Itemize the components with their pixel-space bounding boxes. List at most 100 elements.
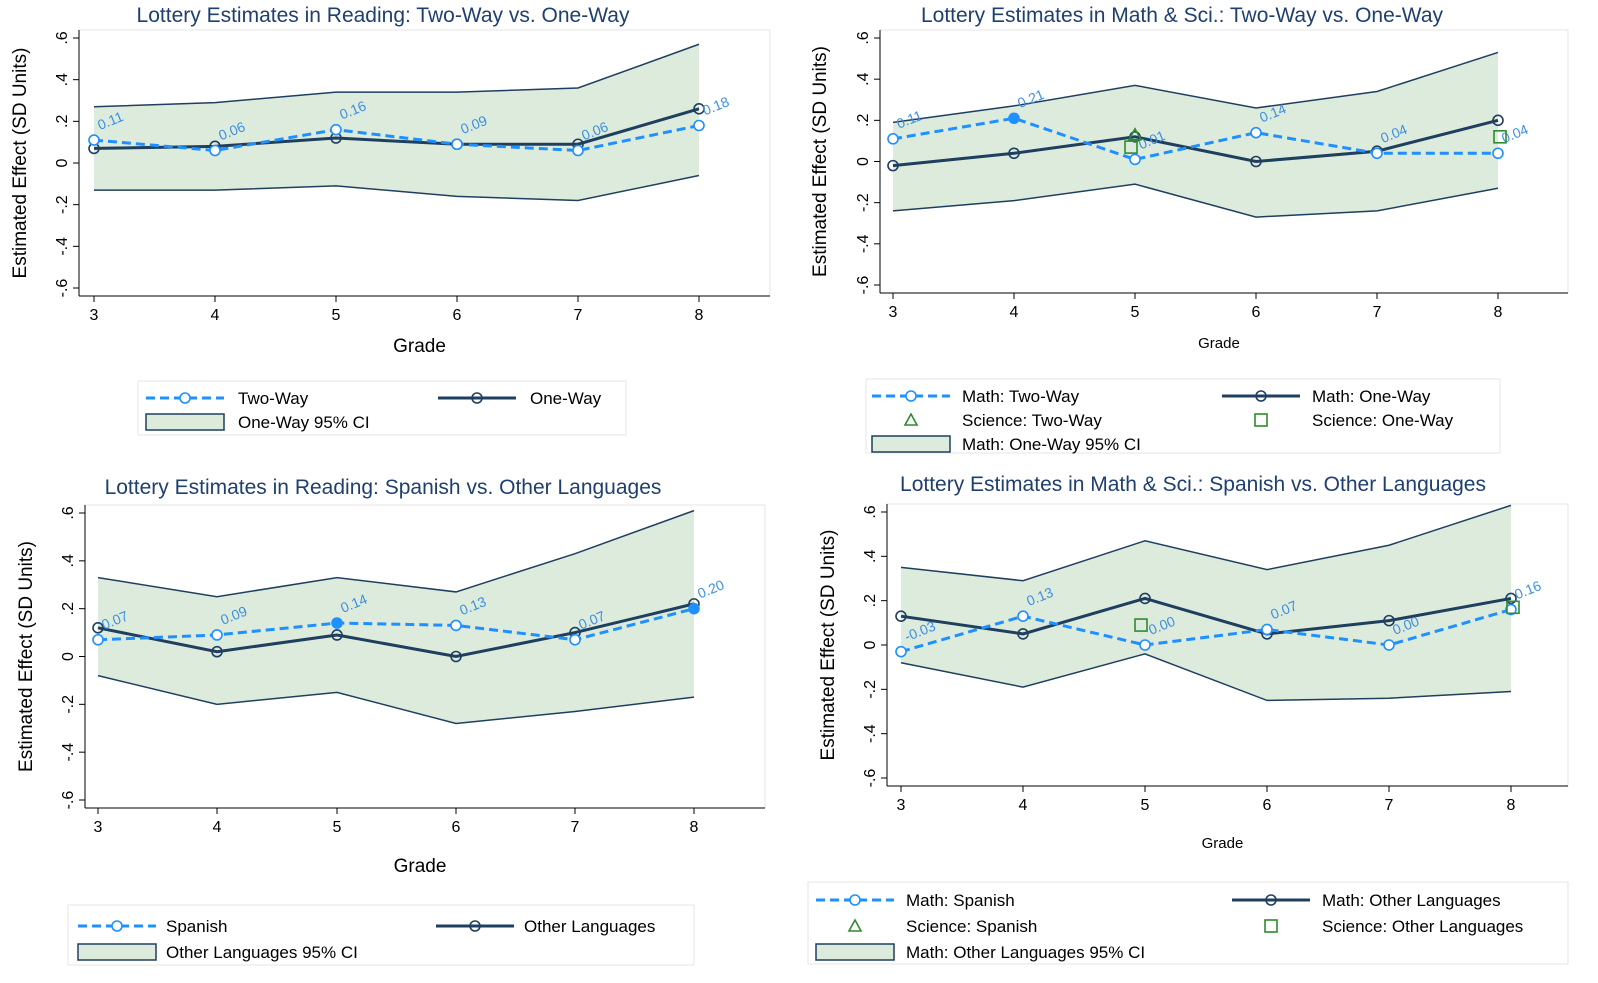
series-point-dashed [1017, 610, 1029, 622]
series-point-dashed [569, 633, 581, 646]
legend-label: Spanish [166, 917, 227, 936]
x-tick-label: 6 [1252, 304, 1261, 321]
ci-band [94, 44, 699, 201]
series-line-dashed [93, 124, 700, 153]
y-axis-label: Estimated Effect (SD Units) [810, 46, 831, 277]
y-tick-label: -.4 [60, 743, 77, 762]
y-tick-label: -.6 [60, 791, 77, 810]
y-tick-label: -.6 [855, 276, 872, 295]
series-point-dashed [887, 133, 899, 145]
chart-title: Lottery Estimates in Math & Sci.: Two-Wa… [921, 4, 1444, 27]
ci-band [901, 505, 1511, 701]
legend-key-marker [469, 920, 481, 932]
legend-key-ci [145, 413, 225, 431]
y-tick-label: -.6 [54, 279, 71, 298]
legend-key-marker [471, 392, 483, 404]
x-tick-label: 5 [1141, 797, 1150, 814]
x-tick-label: 7 [571, 819, 580, 836]
y-axis-label: Estimated Effect (SD Units) [10, 48, 31, 279]
series-point-dashed [1383, 639, 1395, 651]
legend-key-ci [815, 943, 895, 961]
series-line-dashed [892, 116, 1498, 161]
x-tick-label: 7 [1373, 304, 1382, 321]
x-tick-label: 3 [889, 304, 898, 321]
series-point-solid [887, 159, 899, 172]
series-point-dashed [209, 144, 221, 157]
x-tick-label: 8 [1507, 797, 1516, 814]
y-tick-label: -.4 [862, 724, 879, 743]
series-point-dashed [572, 144, 584, 157]
chart-panel-4: Lottery Estimates in Math & Sci.: Spanis… [807, 473, 1569, 965]
y-tick-label: 0 [862, 640, 879, 649]
x-tick-label: 3 [94, 819, 103, 836]
legend-key-marker [1255, 390, 1267, 402]
y-tick-label: .4 [862, 550, 879, 563]
series-line-solid [93, 107, 700, 150]
x-tick-label: 4 [1019, 797, 1028, 814]
ci-upper-line [900, 504, 1512, 582]
chart-title: Lottery Estimates in Reading: Two-Way vs… [137, 4, 630, 27]
series-line-solid [97, 602, 695, 659]
legend-key-marker [905, 390, 917, 402]
y-tick-label: .2 [862, 594, 879, 607]
science-square-marker [1124, 140, 1138, 154]
x-tick-label: 4 [211, 307, 220, 324]
legend-label: Science: Spanish [906, 917, 1037, 936]
series-point-dashed [895, 645, 907, 658]
y-tick-label: .2 [54, 115, 71, 128]
y-tick-label: .4 [855, 72, 872, 85]
legend-key-ci [77, 943, 157, 961]
x-tick-label: 6 [452, 819, 461, 836]
science-square-marker [1506, 600, 1520, 615]
ci-band [893, 52, 1498, 218]
legend-label: Science: Two-Way [962, 411, 1102, 430]
legend-label: Science: One-Way [1312, 411, 1454, 430]
legend-key-marker [849, 894, 861, 906]
legend-label: Math: Other Languages [1322, 891, 1501, 910]
series-point-dashed [211, 629, 223, 641]
x-tick-label: 8 [1494, 304, 1503, 321]
y-tick-label: .6 [855, 31, 872, 44]
x-axis-label: Grade [394, 856, 447, 877]
series-point-dashed [1129, 153, 1141, 166]
series-point-dashed [1261, 623, 1273, 636]
series-point-dashed [1492, 147, 1504, 160]
x-tick-label: 3 [90, 307, 99, 324]
x-tick-label: 6 [1263, 797, 1272, 814]
series-point-solid [92, 621, 104, 634]
x-tick-label: 8 [695, 307, 704, 324]
x-tick-label: 5 [1131, 304, 1140, 321]
series-point-solid [1017, 628, 1029, 640]
series-line-solid [900, 596, 1512, 636]
series-point-dashed [693, 119, 705, 132]
x-axis-label: Grade [1198, 335, 1240, 352]
legend-label: One-Way 95% CI [238, 413, 370, 432]
legend-key-marker [1265, 894, 1277, 906]
x-tick-label: 3 [897, 797, 906, 814]
ci-lower-line [97, 674, 695, 725]
y-tick-label: -.2 [862, 680, 879, 699]
y-tick-label: 0 [60, 652, 77, 661]
x-axis-label: Grade [393, 336, 446, 357]
y-tick-label: -.6 [862, 769, 879, 788]
legend-key-marker [111, 920, 123, 932]
series-line-dashed [97, 607, 695, 642]
x-tick-label: 5 [332, 307, 341, 324]
series-line-solid [892, 118, 1499, 168]
ci-upper-line [93, 43, 700, 108]
series-point-solid [1505, 592, 1517, 605]
series-line-dashed [900, 608, 1512, 654]
series-point-dashed [331, 617, 343, 629]
y-tick-label: .4 [60, 554, 77, 567]
series-point-solid [211, 645, 223, 658]
y-tick-label: 0 [54, 158, 71, 167]
series-point-dashed [88, 134, 100, 146]
x-tick-label: 6 [453, 307, 462, 324]
series-point-dashed [1505, 603, 1517, 616]
legend-label: Other Languages 95% CI [166, 943, 358, 962]
y-tick-label: -.2 [54, 195, 71, 214]
legend-label: Math: Spanish [906, 891, 1015, 910]
legend-key-square [1254, 413, 1268, 427]
series-point-dashed [330, 123, 342, 136]
